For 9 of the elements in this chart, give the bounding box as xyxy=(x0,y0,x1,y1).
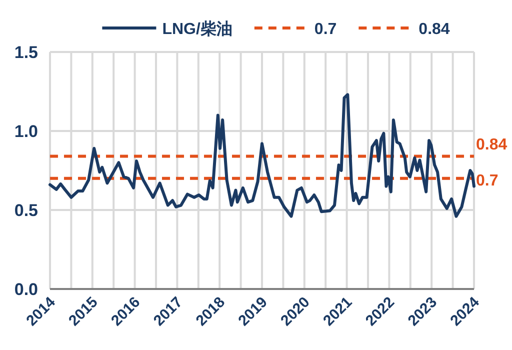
ref-line-label: 0.84 xyxy=(476,136,508,154)
ref-line-label: 0.7 xyxy=(476,172,498,190)
y-tick-label: 1.0 xyxy=(14,122,38,141)
y-tick-label: 1.5 xyxy=(14,43,38,62)
text: 0.84 xyxy=(418,21,450,38)
y-tick-label: 0.5 xyxy=(14,201,38,220)
y-tick-label: 0.0 xyxy=(14,280,38,299)
legend-label: LNG/柴油 xyxy=(162,20,232,38)
text: 0.7 xyxy=(314,21,337,38)
